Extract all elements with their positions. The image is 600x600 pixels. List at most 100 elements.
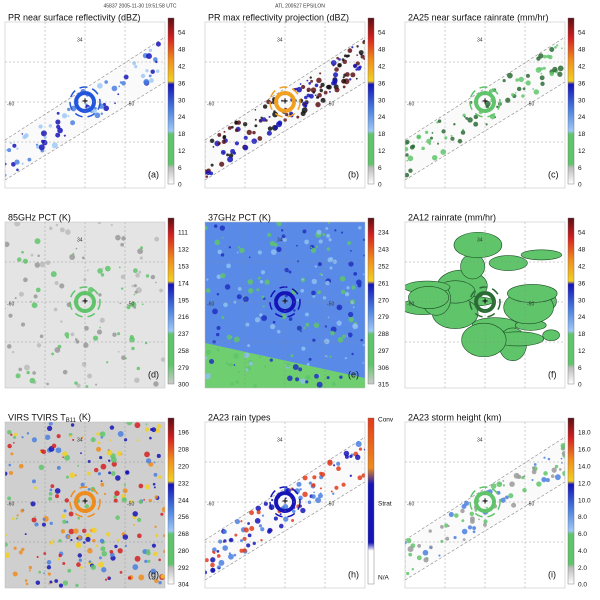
echo <box>328 90 331 93</box>
colorbar <box>167 217 175 385</box>
panel: +34 -60 -50 PR near surface reflectivity (d… <box>4 12 186 189</box>
echo <box>56 434 61 439</box>
echo <box>261 270 266 275</box>
colorbar-label: 300 <box>178 382 189 389</box>
echo <box>134 290 138 294</box>
echo <box>447 524 450 528</box>
echo <box>11 161 16 167</box>
echo <box>86 471 91 476</box>
echo <box>144 451 150 458</box>
echo <box>38 124 43 129</box>
echo <box>114 544 118 549</box>
echo <box>350 300 354 305</box>
echo <box>220 273 226 279</box>
echo <box>339 375 343 379</box>
echo <box>10 452 14 456</box>
echo <box>101 567 107 573</box>
echo <box>416 555 422 561</box>
echo <box>339 275 346 282</box>
echo <box>83 541 86 544</box>
echo <box>212 550 215 554</box>
echo <box>22 258 29 264</box>
echo <box>267 126 273 131</box>
echo <box>460 130 466 135</box>
echo <box>539 75 545 81</box>
echo <box>149 436 152 440</box>
echo <box>514 91 517 94</box>
echo <box>326 84 331 90</box>
echo <box>5 162 7 166</box>
echo <box>307 500 312 505</box>
echo <box>154 533 159 538</box>
echo <box>141 303 144 306</box>
echo <box>217 132 222 137</box>
echo <box>132 511 138 517</box>
echo <box>237 371 240 374</box>
echo <box>525 73 530 78</box>
echo <box>328 238 332 242</box>
colorbar-label: 234 <box>378 230 389 237</box>
echo <box>296 481 302 487</box>
echo <box>108 471 112 475</box>
echo <box>305 322 310 327</box>
echo <box>55 223 59 227</box>
colorbar-label: 36 <box>378 80 386 87</box>
echo <box>276 121 282 128</box>
echo <box>24 533 27 536</box>
echo <box>259 355 262 359</box>
echo <box>278 523 284 529</box>
echo <box>494 116 497 119</box>
echo <box>70 423 75 427</box>
map-frame <box>204 221 366 389</box>
echo <box>460 508 465 514</box>
echo <box>281 99 283 102</box>
echo <box>58 583 64 588</box>
echo <box>304 239 310 245</box>
echo <box>272 320 276 324</box>
echo <box>88 560 92 563</box>
echo <box>251 138 258 144</box>
echo <box>218 539 223 544</box>
echo <box>295 87 298 91</box>
echo <box>287 375 293 382</box>
echo <box>18 291 24 297</box>
echo <box>226 153 230 157</box>
echo <box>462 128 465 131</box>
echo <box>293 309 296 312</box>
map-frame <box>404 221 566 389</box>
echo <box>63 134 66 137</box>
echo <box>234 128 239 133</box>
echo <box>224 284 231 290</box>
colorbar-label: 0 <box>178 182 182 189</box>
echo <box>233 336 240 343</box>
echo <box>156 453 161 459</box>
echo <box>285 497 287 499</box>
echo <box>64 454 70 461</box>
colorbar-label: 268 <box>178 531 189 538</box>
colorbar-label: 54 <box>578 30 586 37</box>
echo <box>222 545 229 551</box>
rain-blob <box>542 329 560 342</box>
echo <box>38 144 45 151</box>
panel-letter: (c) <box>548 169 559 179</box>
echo <box>154 525 157 529</box>
echo <box>54 579 59 583</box>
echo <box>18 463 24 469</box>
echo <box>302 229 307 234</box>
echo <box>131 346 135 351</box>
echo <box>107 459 111 462</box>
echo <box>133 293 136 296</box>
echo <box>13 546 17 550</box>
echo <box>349 474 353 477</box>
echo <box>50 271 57 278</box>
echo <box>145 458 152 464</box>
echo <box>48 583 51 585</box>
echo <box>48 496 53 501</box>
map-frame <box>4 221 166 389</box>
echo <box>236 294 242 300</box>
echo <box>46 382 49 386</box>
echo <box>126 305 131 310</box>
echo <box>302 491 308 498</box>
rain-blob <box>520 249 563 261</box>
echo <box>86 269 89 272</box>
